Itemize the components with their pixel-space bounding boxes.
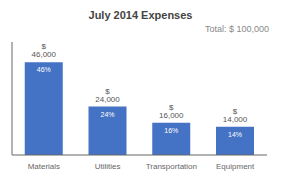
svg-text:24%: 24% <box>100 111 114 118</box>
svg-text:$46,000: $46,000 <box>32 42 57 59</box>
svg-text:$24,000: $24,000 <box>95 87 120 104</box>
svg-text:14%: 14% <box>228 131 242 138</box>
html-text:July 2014 Expenses: July 2014 Expenses <box>88 9 193 21</box>
html-text:Total: $ 100,000: Total: $ 100,000 <box>204 24 269 34</box>
svg-text:Materials: Materials <box>28 162 60 171</box>
svg-text:$14,000: $14,000 <box>223 107 248 124</box>
svg-text:Transportation: Transportation <box>146 162 197 171</box>
svg-text:$16,000: $16,000 <box>159 103 184 120</box>
svg-text:Equipment: Equipment <box>216 162 255 171</box>
svg-text:Utilities: Utilities <box>95 162 121 171</box>
svg-text:16%: 16% <box>164 127 178 134</box>
svg-text:46%: 46% <box>37 66 51 73</box>
